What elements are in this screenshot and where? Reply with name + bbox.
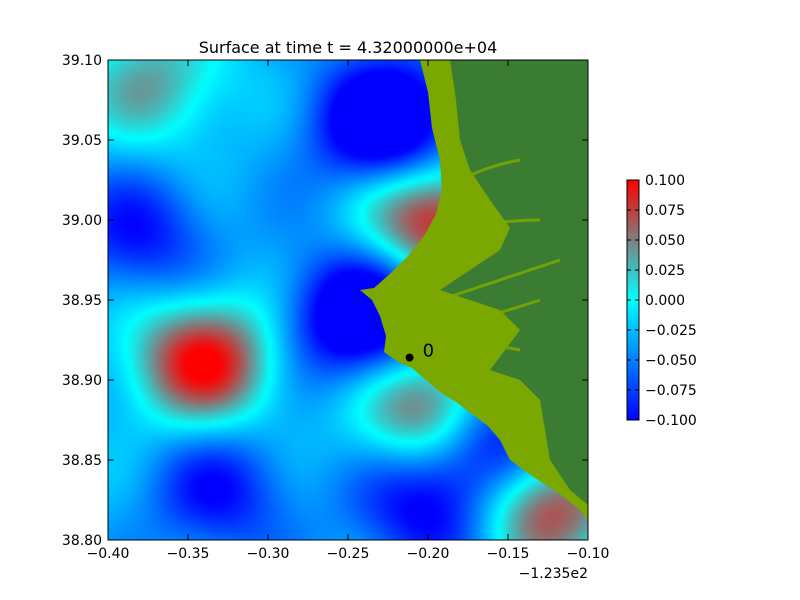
y-tick-label: 38.80 bbox=[62, 533, 102, 549]
x-tick-label: −0.40 bbox=[87, 546, 130, 562]
y-tick-label: 39.10 bbox=[62, 53, 102, 69]
land-drainage bbox=[419, 158, 561, 402]
colorbar-tick-label: 0.000 bbox=[645, 293, 685, 309]
y-tick-label: 38.85 bbox=[62, 453, 102, 469]
colorbar-tick-label: −0.100 bbox=[645, 413, 697, 429]
colorbar-tick-label: −0.075 bbox=[645, 383, 697, 399]
colorbar-tick-label: 0.075 bbox=[645, 203, 685, 219]
colorbar-tick-label: 0.050 bbox=[645, 233, 685, 249]
x-tick-label: −0.20 bbox=[407, 546, 450, 562]
land-drainage-line bbox=[429, 298, 541, 332]
land-drainage-line bbox=[419, 341, 521, 352]
x-axis: −0.40 −0.35 −0.30 −0.25 −0.20 −0.15 −0.10 bbox=[87, 60, 610, 562]
x-tick-label: −0.30 bbox=[247, 546, 290, 562]
colorbar-tick-label: 0.025 bbox=[645, 263, 685, 279]
x-tick-label: −0.10 bbox=[567, 546, 610, 562]
x-tick-label: −0.15 bbox=[487, 546, 530, 562]
chart-title: Surface at time t = 4.32000000e+04 bbox=[199, 38, 498, 57]
x-tick-label: −0.25 bbox=[327, 546, 370, 562]
land-drainage-line bbox=[449, 218, 541, 232]
gauge-point bbox=[405, 353, 414, 362]
colorbar-tick-label: −0.025 bbox=[645, 323, 697, 339]
y-tick-label: 38.90 bbox=[62, 373, 102, 389]
land-drainage-line bbox=[459, 158, 521, 182]
y-tick-label: 39.05 bbox=[62, 133, 102, 149]
colorbar-tick-label: −0.050 bbox=[645, 353, 697, 369]
y-tick-label: 38.95 bbox=[62, 293, 102, 309]
colorbar: 0.100 0.075 0.050 0.025 0.000 −0.025 −0.050 −0.… bbox=[626, 173, 697, 429]
plot-area bbox=[108, 60, 588, 540]
y-axis: 38.80 38.85 38.90 38.95 39.00 39.05 39.10 bbox=[62, 53, 588, 549]
y-tick-label: 39.00 bbox=[62, 213, 102, 229]
colorbar-ticks: 0.100 0.075 0.050 0.025 0.000 −0.025 −0.050 −0.… bbox=[627, 173, 697, 429]
land-drainage-line bbox=[469, 378, 531, 402]
x-offset-label: −1.235e2 bbox=[519, 566, 588, 582]
land-drainage-line bbox=[439, 258, 561, 302]
x-tick-label: −0.35 bbox=[167, 546, 210, 562]
gauge-label: 0 bbox=[423, 341, 434, 362]
gauge-marker: 0 bbox=[405, 341, 434, 362]
colorbar-tick-label: 0.100 bbox=[645, 173, 685, 189]
